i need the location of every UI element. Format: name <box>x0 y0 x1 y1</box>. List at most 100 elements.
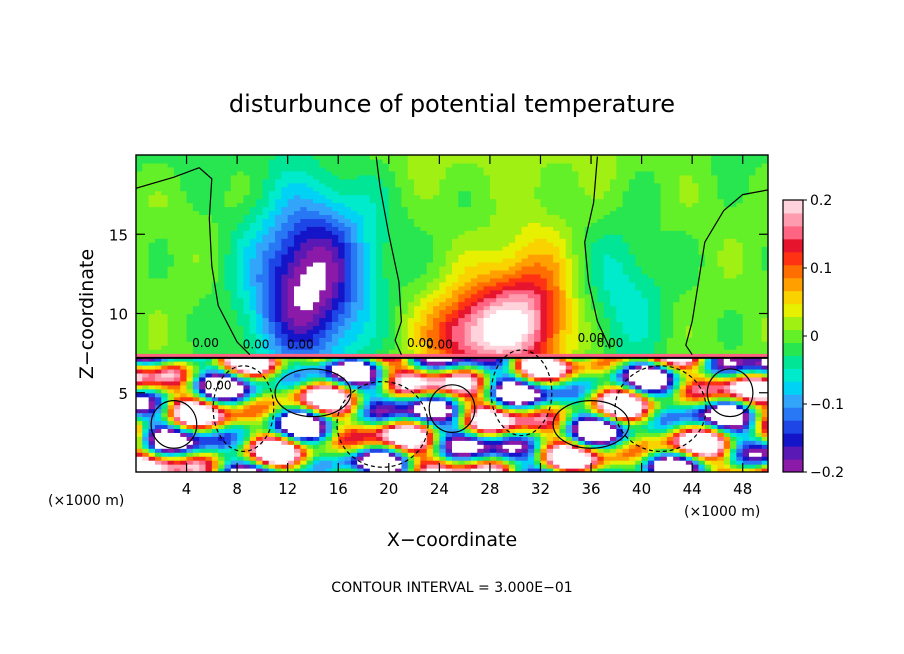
heatmap-cell <box>205 269 213 275</box>
heatmap-cell <box>439 309 447 315</box>
heatmap-cell <box>154 178 162 184</box>
heatmap-cell <box>452 428 459 433</box>
heatmap-cell <box>376 436 384 441</box>
heatmap-cell <box>477 408 485 414</box>
heatmap-cell <box>401 222 409 227</box>
heatmap-cell <box>420 416 428 422</box>
heatmap-cell <box>312 452 320 457</box>
heatmap-cell <box>357 372 365 378</box>
heatmap-cell <box>237 436 245 441</box>
heatmap-cell <box>376 444 384 449</box>
heatmap-cell <box>199 376 207 382</box>
heatmap-cell <box>275 448 282 453</box>
heatmap-cell <box>249 404 257 410</box>
heatmap-cell <box>502 428 510 433</box>
heatmap-cell <box>464 226 472 231</box>
heatmap-cell <box>249 376 257 382</box>
heatmap-cell <box>325 349 333 354</box>
heatmap-cell <box>249 297 257 303</box>
heatmap-cell <box>192 341 200 346</box>
heatmap-cell <box>275 404 282 410</box>
heatmap-cell <box>426 242 434 247</box>
heatmap-cell <box>407 432 415 437</box>
heatmap-cell <box>502 242 510 247</box>
heatmap-cell <box>275 246 282 251</box>
heatmap-cell <box>306 325 314 330</box>
heatmap-cell <box>325 226 333 231</box>
heatmap-cell <box>154 242 162 247</box>
heatmap-cell <box>483 178 491 184</box>
heatmap-cell <box>275 392 282 398</box>
heatmap-cell <box>237 365 245 370</box>
heatmap-cell <box>508 313 516 319</box>
heatmap-cell <box>433 289 440 295</box>
heatmap-cell <box>154 162 162 168</box>
heatmap-cell <box>414 242 421 247</box>
heatmap-cell <box>167 186 175 192</box>
heatmap-cell <box>407 186 415 192</box>
heatmap-cell <box>300 158 308 164</box>
heatmap-cell <box>312 226 320 231</box>
heatmap-cell <box>350 254 358 259</box>
heatmap-cell <box>262 265 270 271</box>
heatmap-cell <box>414 210 421 216</box>
heatmap-cell <box>433 166 440 172</box>
heatmap-cell <box>445 357 453 362</box>
heatmap-cell <box>395 388 403 394</box>
heatmap-cell <box>376 186 384 192</box>
heatmap-cell <box>439 357 447 362</box>
heatmap-cell <box>325 281 333 287</box>
heatmap-cell <box>344 365 352 370</box>
heatmap-cell <box>331 265 339 271</box>
heatmap-cell <box>142 158 150 164</box>
heatmap-cell <box>173 337 181 342</box>
heatmap-cell <box>363 158 371 164</box>
heatmap-cell <box>268 412 276 418</box>
heatmap-cell <box>414 158 421 164</box>
heatmap-cell <box>470 301 478 307</box>
heatmap-cell <box>357 404 365 410</box>
heatmap-cell <box>218 325 226 330</box>
heatmap-cell <box>287 404 295 410</box>
heatmap-cell <box>350 325 358 330</box>
heatmap-cell <box>275 242 282 247</box>
heatmap-cell <box>433 202 440 208</box>
heatmap-cell <box>452 452 459 457</box>
heatmap-cell <box>180 337 188 342</box>
heatmap-cell <box>230 166 238 172</box>
heatmap-cell <box>521 234 529 239</box>
heatmap-cell <box>173 242 181 247</box>
heatmap-cell <box>369 412 377 418</box>
heatmap-cell <box>287 325 295 330</box>
heatmap-cell <box>470 182 478 188</box>
heatmap-cell <box>464 277 472 283</box>
heatmap-cell <box>502 384 510 390</box>
heatmap-cell <box>515 178 523 184</box>
heatmap-cell <box>401 174 409 180</box>
heatmap-cell <box>142 325 150 330</box>
heatmap-cell <box>205 460 213 465</box>
heatmap-cell <box>173 412 181 418</box>
heatmap-cell <box>142 210 150 216</box>
heatmap-cell <box>407 416 415 422</box>
heatmap-cell <box>300 448 308 453</box>
heatmap-cell <box>237 361 245 366</box>
heatmap-cell <box>470 321 478 326</box>
heatmap-cell <box>439 246 447 251</box>
heatmap-cell <box>521 281 529 287</box>
heatmap-cell <box>414 301 421 307</box>
heatmap-cell <box>464 428 472 433</box>
heatmap-cell <box>281 166 289 172</box>
heatmap-cell <box>452 341 459 346</box>
heatmap-cell <box>154 238 162 243</box>
heatmap-cell <box>426 420 434 426</box>
heatmap-cell <box>256 198 263 204</box>
heatmap-cell <box>388 265 396 271</box>
heatmap-cell <box>167 254 175 259</box>
heatmap-cell <box>325 289 333 295</box>
heatmap-cell <box>350 234 358 239</box>
heatmap-cell <box>199 222 207 227</box>
heatmap-cell <box>224 162 232 168</box>
heatmap-cell <box>452 357 459 362</box>
heatmap-cell <box>521 222 529 227</box>
